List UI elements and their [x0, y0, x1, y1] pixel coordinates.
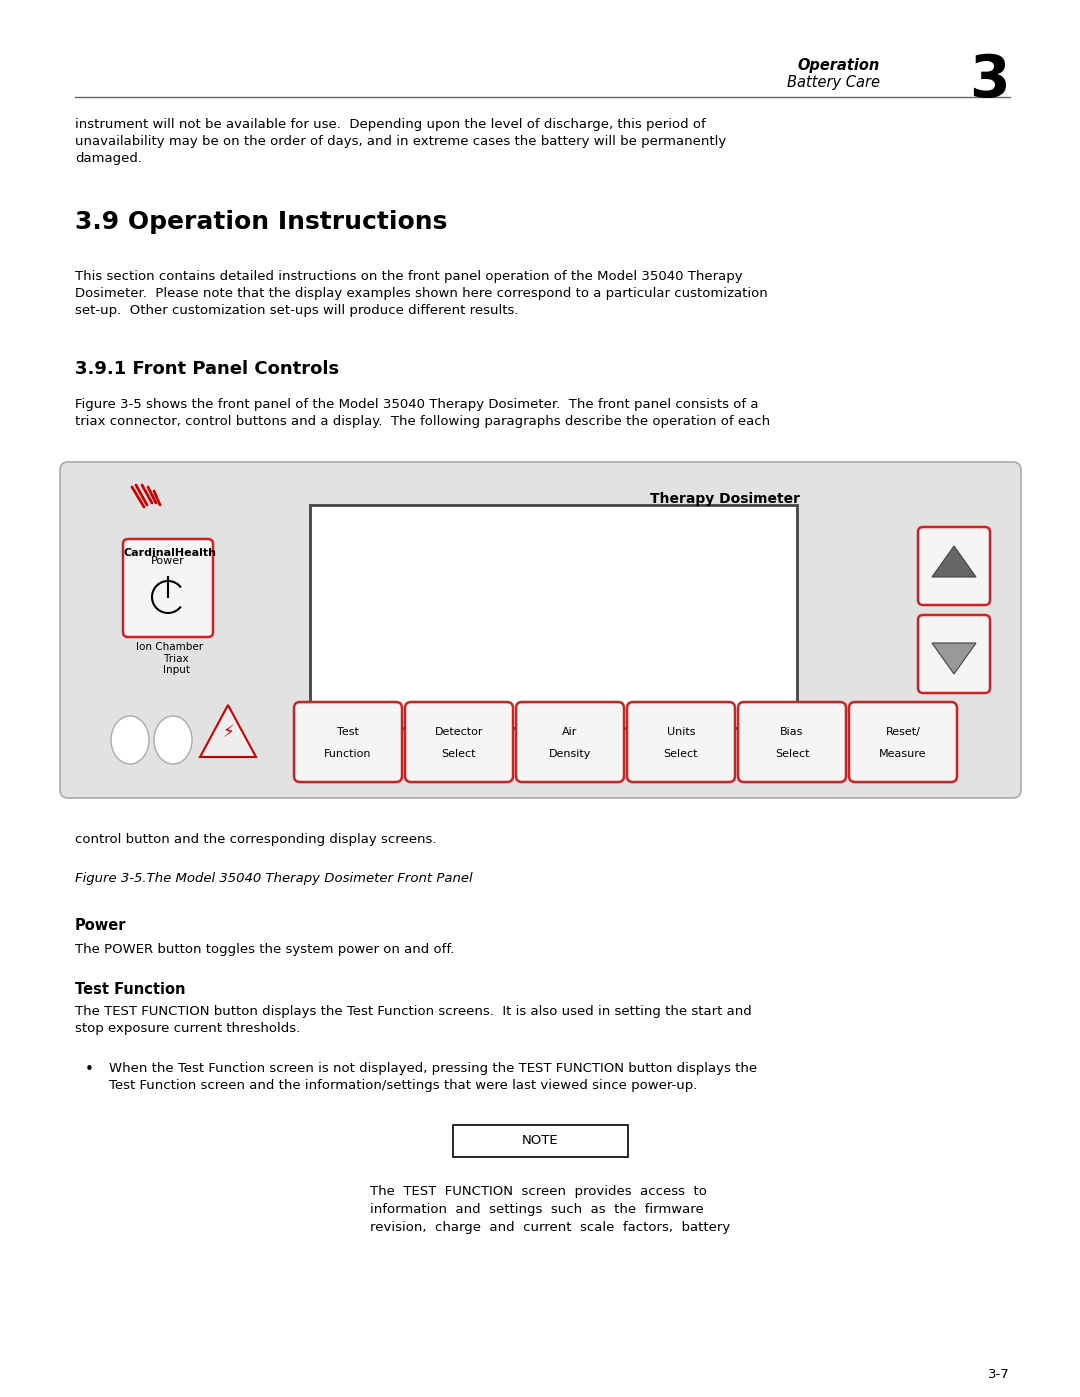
Bar: [453, 1125, 627, 1157]
Text: control button and the corresponding display screens.: control button and the corresponding dis…: [75, 833, 436, 847]
Polygon shape: [932, 643, 976, 673]
Text: 3.9 Operation Instructions: 3.9 Operation Instructions: [75, 210, 447, 235]
FancyBboxPatch shape: [849, 703, 957, 782]
Text: instrument will not be available for use.  Depending upon the level of discharge: instrument will not be available for use…: [75, 117, 726, 165]
FancyBboxPatch shape: [405, 703, 513, 782]
Text: The TEST FUNCTION button displays the Test Function screens.  It is also used in: The TEST FUNCTION button displays the Te…: [75, 1004, 752, 1035]
Ellipse shape: [111, 717, 149, 764]
Text: Density: Density: [549, 749, 591, 759]
Ellipse shape: [154, 717, 192, 764]
Text: Select: Select: [442, 749, 476, 759]
Text: This section contains detailed instructions on the front panel operation of the : This section contains detailed instructi…: [75, 270, 768, 317]
Text: NOTE: NOTE: [522, 1134, 558, 1147]
Polygon shape: [932, 546, 976, 577]
Text: The  TEST  FUNCTION  screen  provides  access  to
information  and  settings  su: The TEST FUNCTION screen provides access…: [370, 1185, 730, 1234]
Text: Units: Units: [666, 726, 696, 738]
Text: Air: Air: [563, 726, 578, 738]
Text: Test: Test: [337, 726, 359, 738]
Text: 3.9.1 Front Panel Controls: 3.9.1 Front Panel Controls: [75, 360, 339, 379]
Text: Operation: Operation: [798, 59, 880, 73]
Text: Therapy Dosimeter: Therapy Dosimeter: [650, 492, 800, 506]
FancyBboxPatch shape: [123, 539, 213, 637]
Text: Select: Select: [774, 749, 809, 759]
Text: Reset/: Reset/: [886, 726, 920, 738]
Text: 3: 3: [970, 52, 1010, 109]
Text: Ion Chamber
    Triax
    Input: Ion Chamber Triax Input: [136, 643, 203, 675]
Text: Battery Care: Battery Care: [787, 75, 880, 89]
Text: The POWER button toggles the system power on and off.: The POWER button toggles the system powe…: [75, 943, 455, 956]
Text: Figure 3-5 shows the front panel of the Model 35040 Therapy Dosimeter.  The fron: Figure 3-5 shows the front panel of the …: [75, 398, 770, 427]
Text: CardinalHealth: CardinalHealth: [123, 548, 216, 557]
FancyBboxPatch shape: [516, 703, 624, 782]
Text: Power: Power: [75, 918, 126, 933]
Text: Measure: Measure: [879, 749, 927, 759]
Text: Bias: Bias: [781, 726, 804, 738]
Text: ⚡: ⚡: [222, 724, 233, 740]
FancyBboxPatch shape: [60, 462, 1021, 798]
Text: Power: Power: [151, 556, 185, 566]
Text: Detector: Detector: [435, 726, 483, 738]
Bar: [310, 504, 797, 728]
FancyBboxPatch shape: [918, 615, 990, 693]
Text: •: •: [85, 1062, 94, 1077]
Polygon shape: [200, 705, 256, 757]
Text: Function: Function: [324, 749, 372, 759]
Text: 3-7: 3-7: [988, 1368, 1010, 1382]
FancyBboxPatch shape: [738, 703, 846, 782]
FancyBboxPatch shape: [918, 527, 990, 605]
Text: When the Test Function screen is not displayed, pressing the TEST FUNCTION butto: When the Test Function screen is not dis…: [109, 1062, 757, 1092]
Text: Select: Select: [664, 749, 699, 759]
FancyBboxPatch shape: [294, 703, 402, 782]
Text: Test Function: Test Function: [75, 982, 186, 997]
FancyBboxPatch shape: [627, 703, 735, 782]
Text: Figure 3-5.The Model 35040 Therapy Dosimeter Front Panel: Figure 3-5.The Model 35040 Therapy Dosim…: [75, 872, 473, 886]
